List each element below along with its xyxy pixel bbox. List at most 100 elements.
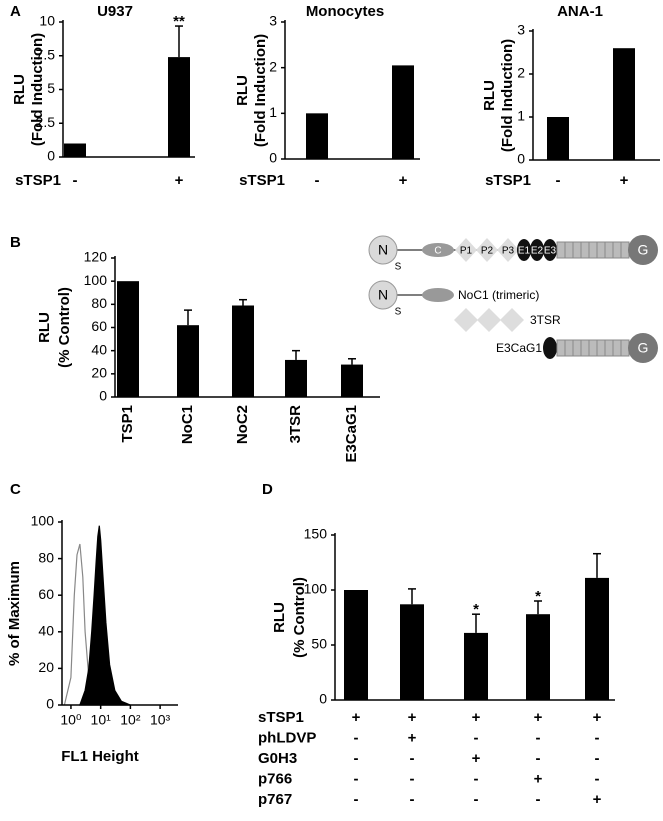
- domain-label: P1: [460, 246, 473, 257]
- y-tick-label: 50: [311, 636, 327, 652]
- bar: [526, 614, 550, 700]
- domain-label: E2: [531, 246, 544, 257]
- x-tick-label: 10⁰: [60, 712, 82, 728]
- bar: [464, 632, 488, 700]
- x-tick-label: 10³: [150, 712, 171, 728]
- x-tick-label: -: [556, 172, 561, 189]
- y-tick-label: 0: [319, 691, 327, 707]
- condition-mark: +: [534, 709, 543, 726]
- condition-name: p767: [258, 791, 292, 808]
- condition-mark: -: [474, 770, 479, 787]
- histogram-curve: [79, 525, 131, 706]
- domain-p: [477, 308, 501, 332]
- y-tick-label: 80: [38, 549, 54, 565]
- x-tick-label: NoC2: [234, 405, 251, 444]
- domain-e: [517, 239, 531, 261]
- repeat-lines: [564, 340, 622, 356]
- condition-mark: +: [408, 709, 417, 726]
- condition-mark: -: [354, 750, 359, 767]
- condition-mark: -: [595, 729, 600, 746]
- y-tick-label: 10: [39, 13, 55, 29]
- y-axis-label: % of Maximum: [6, 561, 23, 666]
- y-axis-label: (Fold Induction): [252, 34, 269, 147]
- x-tick-label: 10¹: [91, 712, 112, 728]
- y-axis-label: RLU: [36, 312, 53, 343]
- y-tick-label: 40: [91, 341, 107, 357]
- y-tick-label: 100: [84, 272, 108, 288]
- domain-e: [543, 337, 557, 359]
- bar: [64, 143, 86, 157]
- domain-label: S: [395, 262, 402, 273]
- y-tick-label: 1: [269, 104, 277, 120]
- y-tick-label: 1: [517, 108, 525, 124]
- y-tick-label: 2: [269, 58, 277, 74]
- domain-label: C: [434, 246, 441, 257]
- panel-label: A: [10, 3, 21, 20]
- condition-mark: -: [354, 770, 359, 787]
- bar: [285, 359, 307, 397]
- x-tick-label: -: [73, 172, 78, 189]
- condition-mark: +: [593, 791, 602, 808]
- bar: [341, 364, 363, 397]
- x-tick-label: +: [620, 172, 629, 189]
- y-tick-label: 7.5: [36, 46, 56, 62]
- condition-mark: +: [352, 709, 361, 726]
- domain-diagram: N S C P1 P2 P3 E1 E2 E3 G N S NoC1 (trim…: [368, 235, 658, 363]
- y-tick-label: 5: [47, 80, 55, 96]
- y-tick-label: 0: [269, 150, 277, 166]
- condition-mark: -: [354, 729, 359, 746]
- condition-mark: -: [595, 770, 600, 787]
- domain-label: S: [395, 307, 402, 318]
- x-tick-label: 3TSR: [287, 405, 304, 444]
- panel-label: B: [10, 234, 21, 251]
- y-axis-label: (% Control): [56, 287, 73, 368]
- bar: [232, 305, 254, 397]
- domain-e: [543, 239, 557, 261]
- significance: *: [473, 601, 479, 618]
- condition-mark: -: [536, 791, 541, 808]
- domain-label: E1: [518, 246, 531, 257]
- domain-label: 3TSR: [530, 313, 561, 327]
- y-tick-label: 80: [91, 295, 107, 311]
- domain-p: [497, 238, 519, 262]
- significance: *: [535, 588, 541, 605]
- condition-mark: -: [474, 729, 479, 746]
- y-tick-label: 3: [517, 22, 525, 38]
- domain-p: [455, 238, 477, 262]
- y-tick-label: 100: [304, 581, 328, 597]
- y-tick-label: 0: [517, 151, 525, 167]
- y-tick-label: 2: [517, 65, 525, 81]
- condition-name: G0H3: [258, 750, 297, 767]
- y-axis-label: (Fold Induction): [499, 39, 516, 152]
- x-tick-label: 10²: [120, 712, 141, 728]
- condition-name: p766: [258, 770, 292, 787]
- condition-mark: +: [593, 709, 602, 726]
- y-tick-label: 20: [38, 659, 54, 675]
- x-tick-label: +: [175, 172, 184, 189]
- y-tick-label: 0: [99, 388, 107, 404]
- x-axis-label: sTSP1: [485, 172, 531, 189]
- condition-mark: +: [472, 709, 481, 726]
- bar: [168, 57, 190, 157]
- condition-mark: -: [410, 750, 415, 767]
- bar: [117, 281, 139, 397]
- domain-n: [368, 235, 398, 265]
- domain-label: P3: [502, 246, 515, 257]
- condition-mark: -: [536, 729, 541, 746]
- y-tick-label: 120: [84, 249, 108, 265]
- domain-label: P2: [481, 246, 494, 257]
- condition-mark: -: [410, 770, 415, 787]
- x-axis-label: sTSP1: [239, 172, 285, 189]
- x-tick-label: E3CaG1: [343, 405, 360, 463]
- bar: [344, 590, 368, 700]
- condition-mark: +: [472, 750, 481, 767]
- domain-n: [368, 280, 398, 310]
- domain-p: [476, 238, 498, 262]
- condition-mark: -: [536, 750, 541, 767]
- domain-label: N: [378, 287, 388, 303]
- domain-g: [628, 333, 658, 363]
- y-tick-label: 0: [46, 696, 54, 712]
- y-tick-label: 40: [38, 623, 54, 639]
- x-tick-label: +: [399, 172, 408, 189]
- repeat-lines: [564, 242, 622, 258]
